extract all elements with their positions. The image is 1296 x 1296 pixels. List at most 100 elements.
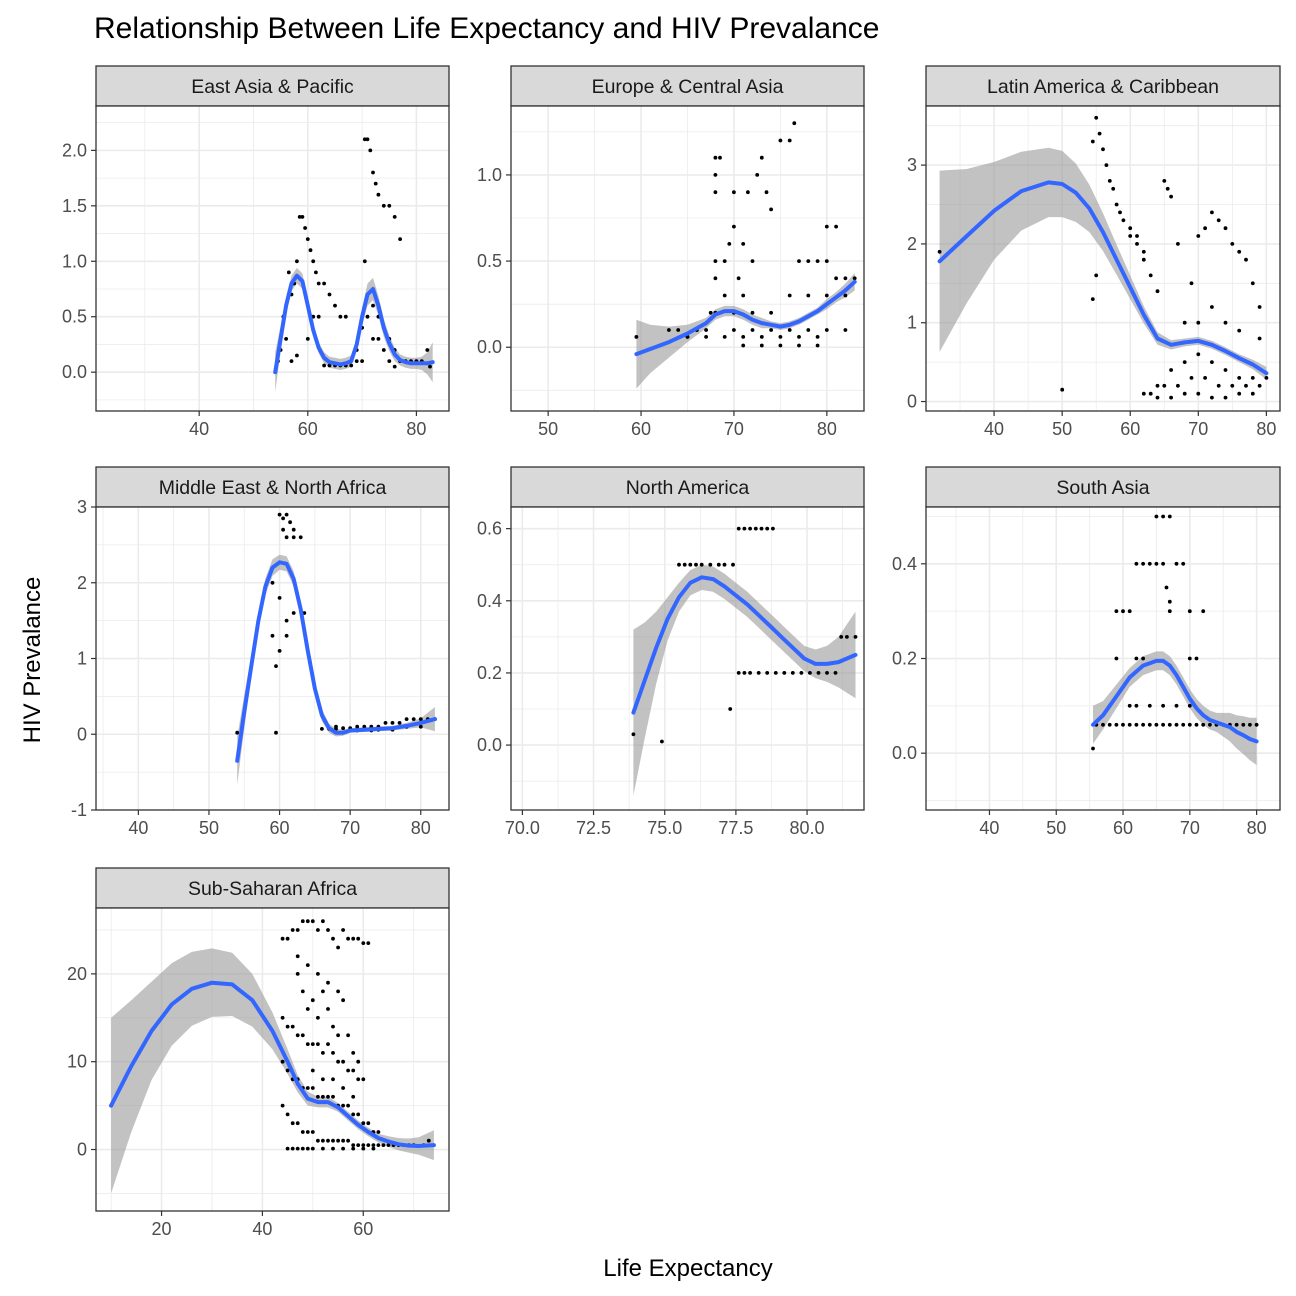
data-point [288,520,292,525]
data-point [937,249,942,254]
data-point [1187,609,1192,614]
data-point [1182,360,1187,364]
data-point [1162,383,1167,388]
panel-border [510,105,865,412]
data-point [1169,368,1173,372]
y-tick-label: 0.2 [892,649,917,669]
data-point [815,343,820,348]
data-point [728,707,733,711]
data-point [331,1094,335,1099]
data-point [787,293,792,298]
x-tick-label: 50 [538,419,558,439]
data-point [1250,391,1255,396]
x-tick-label: 72.5 [576,818,611,838]
data-point [346,1033,350,1038]
data-point [428,364,432,369]
data-point [699,562,704,567]
y-tick-label: 0.5 [477,251,502,271]
data-point [1155,289,1160,294]
y-tick-label: 2 [907,234,917,254]
data-point [356,936,361,941]
data-point [331,1077,335,1082]
data-point [1135,242,1139,246]
data-point [845,635,849,639]
data-point [676,328,681,332]
data-point [321,919,325,924]
x-tick-label: 60 [353,1219,373,1239]
data-point [759,526,764,531]
data-point [1223,320,1228,325]
data-point [1189,281,1194,286]
data-point [806,328,811,332]
data-point [660,739,664,744]
data-point [742,671,747,675]
data-point [834,276,838,281]
data-point [1210,360,1214,364]
data-point [741,335,746,339]
y-tick-label: 10 [67,1052,87,1072]
data-point [285,1146,290,1151]
data-point [390,721,395,725]
data-point [1181,561,1186,566]
data-point [362,259,367,264]
x-tick-label: 80 [411,818,431,838]
data-point [1161,514,1165,519]
y-tick-label: 0.4 [477,591,502,611]
confidence-band [939,147,1267,380]
data-point [327,292,332,297]
confidence-band [111,948,434,1194]
data-point [1134,561,1139,566]
data-point [1154,561,1159,566]
data-point [1141,249,1146,254]
y-tick-label: 2 [77,573,87,593]
data-point [753,526,758,531]
data-point [300,215,305,219]
data-point [392,215,397,219]
panel-border [95,105,450,412]
data-point [713,276,718,281]
data-point [331,1051,335,1055]
data-point [310,1068,315,1073]
data-point [316,281,321,286]
data-point [736,276,741,281]
data-point [769,310,773,315]
x-tick-label: 60 [298,419,318,439]
data-point [321,1051,325,1055]
facet-strip [510,65,865,107]
data-point [1101,147,1105,152]
y-tick-label: 1.0 [477,165,502,185]
data-point [1210,210,1214,215]
data-point [316,1094,320,1099]
data-point [341,998,345,1003]
data-point [321,1094,325,1099]
data-point [316,928,320,932]
y-tick-label: 0 [907,392,917,412]
data-point [1090,139,1095,144]
data-point [310,1086,315,1090]
panel-background [96,106,449,411]
data-point [366,1121,371,1126]
y-tick-label: 1 [907,313,917,333]
data-point [331,1146,335,1151]
facet-strip-label: South Asia [1056,477,1149,499]
data-point [1121,218,1126,223]
data-point [778,335,783,339]
data-point [1094,273,1099,278]
data-point [1208,722,1212,727]
data-point [285,1112,290,1117]
data-point [834,224,838,229]
data-point [341,1146,345,1151]
data-point [404,717,409,721]
data-point [1114,656,1119,661]
y-tick-label: 0 [77,1140,87,1160]
data-point [284,633,289,638]
data-point [418,717,423,721]
panel-plot-layer [631,526,858,796]
data-point [741,343,746,348]
data-point [371,1143,376,1147]
data-point [722,259,727,263]
data-point [746,190,750,195]
data-point [732,328,736,332]
data-point [341,1103,345,1108]
